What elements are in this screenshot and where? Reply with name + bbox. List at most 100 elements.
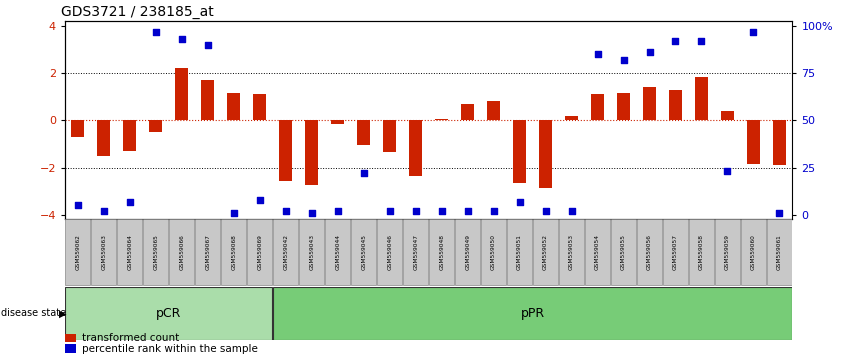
Text: GSM559051: GSM559051 [517, 234, 522, 270]
Text: GSM559068: GSM559068 [231, 234, 236, 270]
Bar [274, 219, 298, 285]
Text: GDS3721 / 238185_at: GDS3721 / 238185_at [61, 5, 214, 19]
Text: GSM559057: GSM559057 [673, 234, 678, 270]
Text: GSM559045: GSM559045 [361, 234, 366, 270]
Text: GSM559055: GSM559055 [621, 234, 626, 270]
Text: GSM559049: GSM559049 [465, 234, 470, 270]
Bar [539, 120, 553, 188]
Bar [71, 120, 84, 137]
Text: GSM559056: GSM559056 [647, 234, 652, 270]
Text: GSM559064: GSM559064 [127, 234, 132, 270]
Text: pCR: pCR [156, 307, 182, 320]
Bar [435, 119, 449, 120]
Bar [669, 90, 682, 120]
Point [71, 202, 85, 208]
Bar [118, 219, 142, 285]
Bar [170, 219, 194, 285]
Point [279, 208, 293, 214]
Text: GSM559054: GSM559054 [595, 234, 600, 270]
Point [721, 169, 734, 174]
Point [565, 208, 578, 214]
Bar [300, 219, 324, 285]
Bar [565, 116, 578, 120]
Bar [92, 219, 116, 285]
Bar [357, 120, 371, 145]
Point [123, 199, 137, 204]
Text: GSM559067: GSM559067 [205, 234, 210, 270]
Bar [65, 344, 76, 353]
Bar [331, 120, 345, 124]
Text: GSM559046: GSM559046 [387, 234, 392, 270]
Text: GSM559059: GSM559059 [725, 234, 730, 270]
Bar [378, 219, 402, 285]
Text: GSM559052: GSM559052 [543, 234, 548, 270]
Text: GSM559050: GSM559050 [491, 234, 496, 270]
Bar [65, 334, 76, 342]
Bar [227, 93, 240, 120]
Text: pPR: pPR [520, 307, 545, 320]
Bar [689, 219, 714, 285]
Point [643, 50, 656, 55]
Bar [248, 219, 272, 285]
Point [772, 210, 786, 216]
Point [746, 29, 760, 34]
Point [409, 208, 423, 214]
Bar [481, 219, 506, 285]
Text: GSM559061: GSM559061 [777, 235, 782, 270]
Text: GSM559047: GSM559047 [413, 234, 418, 270]
Bar [305, 120, 319, 185]
Bar [175, 68, 188, 120]
Bar [487, 102, 500, 120]
Text: GSM559066: GSM559066 [179, 235, 184, 270]
Bar [746, 120, 760, 164]
Point [201, 42, 215, 48]
Text: GSM559058: GSM559058 [699, 234, 704, 270]
Point [149, 29, 163, 34]
Text: GSM559042: GSM559042 [283, 234, 288, 270]
Point [97, 208, 111, 214]
Text: GSM559062: GSM559062 [75, 234, 81, 270]
Point [435, 208, 449, 214]
Bar [507, 219, 532, 285]
Point [539, 208, 553, 214]
Bar [274, 287, 792, 340]
Bar [66, 287, 272, 340]
Bar [326, 219, 350, 285]
Point [253, 197, 267, 202]
Bar [201, 80, 214, 120]
Point [305, 210, 319, 216]
Bar [741, 219, 766, 285]
Bar [715, 219, 740, 285]
Bar [772, 120, 786, 165]
Bar [663, 219, 688, 285]
Text: ▶: ▶ [59, 308, 67, 318]
Text: GSM559063: GSM559063 [101, 234, 107, 270]
Bar [767, 219, 792, 285]
Point [617, 57, 630, 63]
Bar [409, 120, 422, 176]
Text: GSM559060: GSM559060 [751, 234, 756, 270]
Point [227, 210, 241, 216]
Text: GSM559048: GSM559048 [439, 234, 444, 270]
Bar [97, 120, 111, 156]
Bar [149, 120, 163, 132]
Bar [559, 219, 584, 285]
Bar [66, 219, 90, 285]
Bar [461, 104, 474, 120]
Bar [196, 219, 220, 285]
Point [331, 208, 345, 214]
Bar [695, 77, 708, 120]
Point [357, 170, 371, 176]
Text: GSM559053: GSM559053 [569, 234, 574, 270]
Bar [144, 219, 168, 285]
Bar [585, 219, 610, 285]
Text: GSM559069: GSM559069 [257, 234, 262, 270]
Point [175, 36, 189, 42]
Bar [617, 93, 630, 120]
Bar [591, 95, 604, 120]
Text: GSM559043: GSM559043 [309, 234, 314, 270]
Point [591, 51, 604, 57]
Bar [533, 219, 558, 285]
Bar [513, 120, 527, 183]
Bar [383, 120, 396, 152]
